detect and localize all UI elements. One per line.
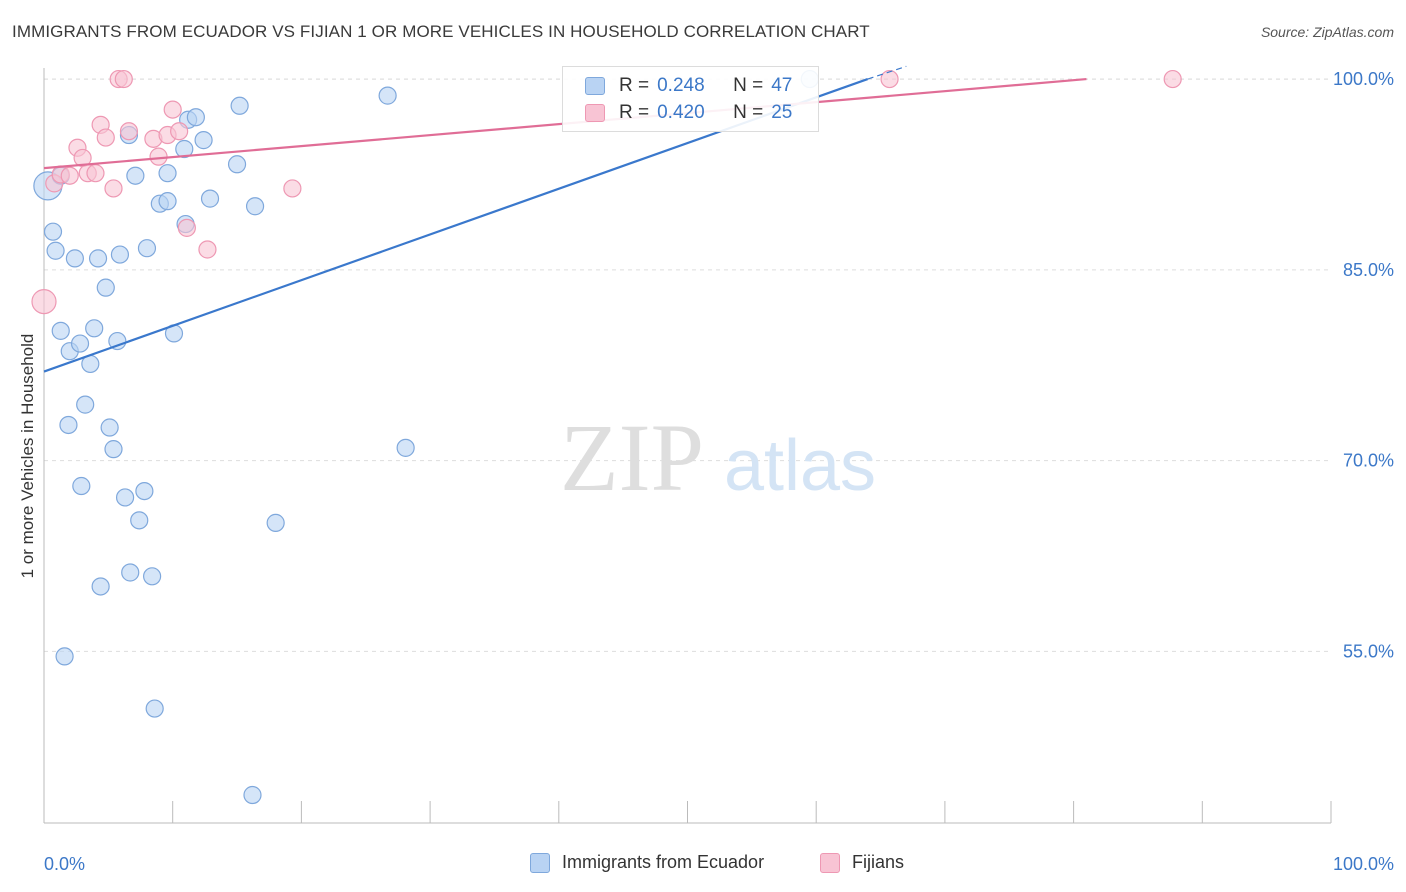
legend-label-fijians: Fijians — [852, 852, 905, 872]
ecuador-point — [186, 108, 205, 127]
fijian-point — [86, 164, 105, 183]
ecuador-point — [130, 511, 149, 530]
fijian-point — [283, 179, 302, 198]
ecuador-point — [243, 785, 262, 805]
ecuador-point — [137, 239, 157, 258]
legend-swatch-blue — [585, 77, 605, 95]
ecuador-point — [51, 321, 70, 340]
fijian-point — [149, 147, 168, 166]
ecuador-point — [378, 86, 397, 105]
ecuador-point — [85, 319, 104, 338]
fijian-point — [163, 100, 182, 119]
fijian-point — [177, 218, 196, 237]
ecuador-point — [145, 699, 164, 718]
x-tick-label-min: 0.0% — [44, 854, 85, 874]
fijian-point — [60, 166, 79, 185]
watermark-zip: ZIP — [560, 404, 704, 511]
legend-n-label: N = — [733, 102, 764, 123]
ecuador-point — [143, 567, 162, 586]
ecuador-point — [245, 197, 265, 216]
legend-item-fijians[interactable]: Fijians — [820, 852, 904, 873]
legend-item-ecuador[interactable]: Immigrants from Ecuador — [530, 852, 764, 873]
ecuador-point — [230, 96, 249, 115]
chart-title: IMMIGRANTS FROM ECUADOR VS FIJIAN 1 OR M… — [12, 22, 870, 41]
ecuador-point — [91, 577, 110, 596]
x-tick-labels: 0.0% 100.0% — [44, 854, 1394, 874]
ecuador-point — [110, 245, 130, 264]
ecuador-point — [108, 331, 127, 351]
ecuador-point — [43, 222, 63, 241]
fijian-point — [170, 122, 189, 141]
watermark-atlas: atlas — [724, 426, 876, 506]
ecuador-point — [200, 189, 220, 208]
fijian-point — [198, 240, 217, 259]
ecuador-point — [46, 241, 65, 260]
ecuador-point — [104, 440, 123, 459]
ecuador-point — [88, 249, 108, 268]
trend-line-ecuador-extension — [867, 65, 907, 80]
legend-r-label: R = — [619, 102, 650, 123]
legend-r-value: 0.420 — [657, 102, 705, 123]
legend-n-value: 25 — [771, 102, 793, 123]
ecuador-point — [227, 155, 247, 174]
x-tick-label-max: 100.0% — [1333, 854, 1394, 874]
y-tick-label: 70.0% — [1343, 451, 1394, 471]
y-tick-labels: 55.0% 70.0% 85.0% 100.0% — [1333, 69, 1394, 661]
legend-row-ecuador: R = 0.248 N = 47 — [585, 73, 792, 99]
fijian-point — [114, 69, 133, 89]
legend-r-value: 0.248 — [657, 75, 705, 96]
ecuador-point — [96, 278, 115, 297]
ecuador-point — [59, 415, 78, 435]
ecuador-point — [65, 249, 84, 268]
ecuador-point — [70, 334, 90, 353]
ecuador-point — [115, 488, 135, 507]
legend-swatch-ecuador — [530, 852, 550, 873]
ecuador-point — [266, 513, 285, 532]
fijian-point — [119, 122, 139, 141]
legend-n-value: 47 — [771, 75, 793, 96]
fijian-point — [96, 128, 115, 147]
legend-n-label: N = — [733, 75, 764, 96]
y-tick-label: 55.0% — [1343, 641, 1394, 661]
ecuador-point — [76, 395, 95, 414]
fijian-point — [1163, 69, 1182, 89]
legend-swatch-pink — [585, 104, 605, 122]
ecuador-point — [55, 647, 74, 666]
y-tick-label: 100.0% — [1333, 69, 1394, 89]
ecuador-point — [175, 139, 194, 159]
watermark: ZIP atlas — [560, 404, 876, 511]
fijian-point — [880, 69, 899, 89]
series-fijians-points — [31, 69, 1182, 315]
legend-label-ecuador: Immigrants from Ecuador — [562, 852, 765, 872]
ecuador-point — [121, 563, 140, 582]
correlation-legend: R = 0.248 N = 47 R = 0.420 N = 25 — [562, 66, 819, 132]
fijian-point — [31, 289, 57, 315]
ecuador-point — [158, 164, 177, 183]
ecuador-point — [396, 438, 415, 457]
fijian-point — [104, 179, 123, 198]
ecuador-point — [158, 192, 177, 211]
ecuador-point — [126, 166, 145, 185]
legend-swatch-fijians — [820, 852, 840, 873]
source-label: Source: ZipAtlas.com — [1260, 24, 1394, 40]
ecuador-point — [135, 481, 154, 501]
ecuador-point — [72, 476, 91, 496]
y-tick-label: 85.0% — [1343, 260, 1394, 280]
legend-r-label: R = — [619, 75, 650, 96]
legend-row-fijians: R = 0.420 N = 25 — [585, 100, 792, 126]
ecuador-point — [194, 131, 213, 150]
series-ecuador-points — [33, 69, 819, 805]
ecuador-point — [100, 418, 119, 437]
